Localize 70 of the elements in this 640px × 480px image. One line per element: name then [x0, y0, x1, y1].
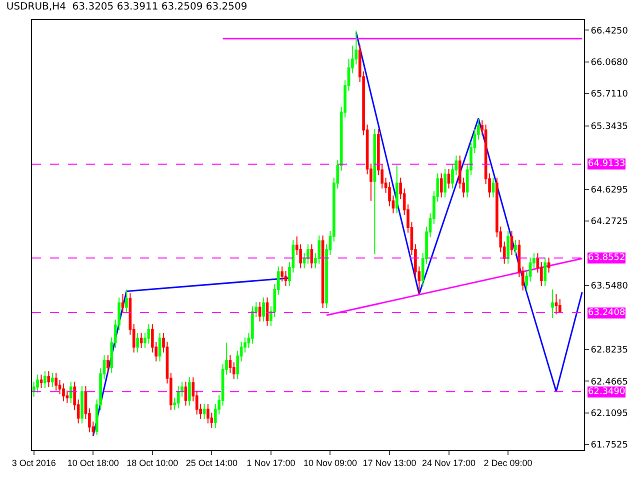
- candlestick: [514, 239, 517, 256]
- candlestick: [54, 372, 58, 392]
- candlestick: [506, 230, 510, 264]
- candlestick: [280, 266, 284, 282]
- x-tick-label: 2 Dec 09:00: [484, 458, 532, 468]
- candlestick: [547, 257, 550, 274]
- x-tick-label: 24 Nov 17:00: [422, 458, 476, 468]
- y-tick-label: 64.2725: [590, 217, 628, 228]
- candlestick: [136, 332, 139, 353]
- candlestick: [447, 168, 450, 189]
- candlestick: [80, 386, 84, 424]
- ref-line-label: 62.3490: [588, 387, 626, 397]
- candlestick: [310, 244, 314, 269]
- y-tick-label: 62.4665: [590, 377, 628, 388]
- candlestick: [544, 257, 547, 286]
- ref-line-label: 64.9133: [588, 159, 626, 169]
- y-tick-label: 65.7110: [590, 90, 628, 100]
- y-tick-label: 62.1095: [590, 408, 628, 419]
- candlestick: [551, 289, 554, 318]
- candlestick: [69, 381, 72, 404]
- candlestick: [184, 381, 188, 406]
- candlestick: [266, 297, 269, 326]
- x-tick-label: 17 Nov 13:00: [362, 458, 416, 468]
- candlestick: [40, 374, 43, 388]
- candlestick: [188, 376, 191, 406]
- candlestick: [206, 403, 210, 424]
- candlestick: [318, 234, 321, 264]
- y-tick-label: 62.8235: [590, 346, 628, 356]
- candlestick: [147, 324, 150, 344]
- candlestick: [36, 374, 39, 393]
- y-tick-label: 65.3435: [590, 122, 628, 132]
- line-series: [355, 32, 583, 392]
- candlestick: [176, 386, 180, 409]
- candlestick: [125, 289, 128, 314]
- x-tick-label: 10 Nov 09:00: [303, 458, 358, 468]
- candlestick: [62, 383, 65, 402]
- x-tick-label: 1 Nov 17:00: [246, 458, 296, 468]
- x-tick-label: 10 Oct 18:00: [67, 458, 119, 468]
- candlestick: [373, 128, 376, 255]
- candlestick: [47, 370, 50, 388]
- candlestick: [444, 168, 446, 198]
- candlestick: [262, 297, 265, 322]
- candlestick: [50, 372, 54, 388]
- y-tick-label: 66.0680: [590, 58, 628, 68]
- candlestick: [44, 370, 46, 388]
- chart-title: USDRUB,H4 63.3205 63.3911 63.2509 63.2509: [6, 1, 248, 12]
- candlestick: [440, 172, 443, 198]
- candlestick: [284, 270, 288, 286]
- ref-line-label: 63.2408: [588, 308, 626, 318]
- x-tick-label: 3 Oct 2016: [12, 458, 56, 468]
- candlestick: [121, 293, 124, 314]
- y-tick-label: 66.4250: [590, 26, 628, 36]
- candlestick: [510, 230, 514, 256]
- x-tick-label: 25 Oct 14:00: [186, 458, 238, 468]
- candlestick: [202, 403, 206, 420]
- candlestick: [251, 306, 254, 344]
- candlestick: [158, 332, 162, 362]
- candlestick: [258, 301, 262, 322]
- y-tick-label: 64.6295: [590, 186, 628, 196]
- candlestick: [106, 354, 110, 374]
- candlestick: [321, 234, 324, 309]
- candlestick: [306, 244, 310, 264]
- x-tick-label: 18 Oct 10:00: [126, 458, 178, 468]
- y-tick-label: 63.5480: [590, 281, 628, 292]
- candlestick: [492, 177, 495, 198]
- candlestick: [554, 293, 558, 315]
- y-tick-label: 61.7525: [590, 440, 628, 451]
- candlestick: [396, 164, 398, 214]
- ref-line-label: 63.8552: [588, 253, 626, 263]
- candlestick: [140, 332, 143, 349]
